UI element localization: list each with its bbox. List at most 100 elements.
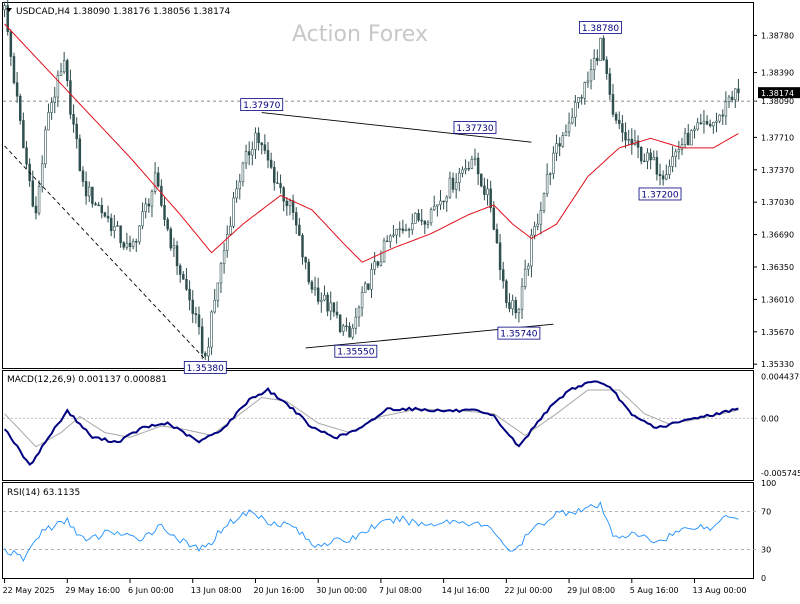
candle-body bbox=[448, 177, 452, 198]
candle-body bbox=[533, 226, 536, 236]
candle-body bbox=[385, 240, 389, 243]
candle-body bbox=[705, 121, 709, 125]
price-annotation-box bbox=[497, 326, 541, 340]
candle-body bbox=[178, 265, 182, 275]
candle-body bbox=[442, 200, 445, 203]
macd-title: MACD(12,26,9) 0.001137 0.000881 bbox=[7, 375, 167, 385]
candle-body bbox=[489, 188, 492, 209]
candle-body bbox=[480, 173, 483, 187]
candle-body bbox=[185, 278, 188, 290]
candle-body bbox=[687, 132, 690, 146]
candle-body bbox=[282, 187, 285, 202]
price-y-tick-label: 1.36690 bbox=[761, 231, 794, 240]
candle-body bbox=[432, 205, 436, 210]
rsi-y-tick-label: 0 bbox=[761, 574, 766, 583]
candle-body bbox=[6, 5, 9, 32]
candle-body bbox=[436, 204, 439, 207]
candle-body bbox=[276, 182, 279, 184]
candle-body bbox=[191, 299, 194, 314]
candle-body bbox=[222, 250, 226, 265]
rsi-line bbox=[4, 501, 739, 563]
candle-body bbox=[182, 274, 185, 280]
trendlines bbox=[4, 112, 554, 360]
candle-body bbox=[655, 157, 659, 175]
candle-body bbox=[373, 261, 376, 270]
candle-body bbox=[326, 294, 329, 312]
candle-body bbox=[501, 269, 505, 282]
candle-body bbox=[671, 156, 674, 167]
symbol-dropdown-icon[interactable] bbox=[6, 8, 12, 12]
x-tick-label: 13 Aug 00:00 bbox=[693, 586, 747, 595]
candle-body bbox=[555, 143, 558, 154]
candle-body bbox=[323, 294, 326, 301]
candle-body bbox=[40, 163, 44, 187]
price-y-tick-label: 1.35670 bbox=[761, 328, 794, 337]
price-y-tick-label: 1.38780 bbox=[761, 31, 794, 40]
candle-body bbox=[539, 210, 543, 225]
candle-body bbox=[721, 114, 724, 117]
candle-body bbox=[213, 299, 216, 313]
candle-body bbox=[461, 169, 464, 174]
price-annotation-label: 1.35380 bbox=[187, 364, 224, 374]
rsi-title: RSI(14) 63.1135 bbox=[7, 488, 80, 498]
price-annotation-box bbox=[334, 344, 378, 358]
candle-body bbox=[251, 149, 254, 156]
candle-body bbox=[225, 233, 229, 251]
chart-symbol-header: USDCAD,H4 1.38090 1.38176 1.38056 1.3817… bbox=[16, 7, 231, 17]
candle-body bbox=[458, 172, 461, 183]
candle-body bbox=[668, 166, 671, 175]
price-y-tick-label: 1.36010 bbox=[761, 295, 794, 304]
rsi-grid bbox=[3, 511, 757, 550]
candle-body bbox=[715, 120, 718, 123]
price-grid bbox=[3, 34, 757, 365]
candle-body bbox=[379, 261, 383, 266]
trendline bbox=[261, 112, 532, 143]
candle-body bbox=[734, 88, 737, 100]
candle-body bbox=[599, 37, 602, 61]
trendline bbox=[4, 145, 206, 360]
candle-body bbox=[495, 229, 499, 244]
candle-body bbox=[699, 122, 703, 125]
candle-body bbox=[351, 327, 354, 338]
candle-body bbox=[464, 167, 467, 171]
candle-body bbox=[596, 57, 599, 61]
candle-body bbox=[163, 205, 166, 220]
candle-body bbox=[564, 131, 568, 136]
price-annotation-box bbox=[240, 98, 284, 111]
candle-body bbox=[204, 352, 207, 357]
candle-body bbox=[313, 287, 317, 290]
current-price-box bbox=[758, 87, 800, 99]
candle-body bbox=[103, 212, 107, 217]
candle-body bbox=[605, 59, 608, 74]
candle-body bbox=[727, 96, 731, 103]
candle-body bbox=[737, 88, 740, 94]
candle-body bbox=[680, 144, 684, 150]
candle-body bbox=[517, 308, 521, 314]
candle-body bbox=[69, 80, 72, 115]
candle-body bbox=[81, 170, 85, 182]
candle-body bbox=[216, 282, 220, 301]
candle-body bbox=[150, 190, 154, 207]
price-annotation-box bbox=[638, 187, 682, 201]
candle-body bbox=[119, 225, 122, 244]
candle-body bbox=[210, 311, 213, 348]
candle-body bbox=[423, 220, 427, 225]
candle-body bbox=[113, 226, 116, 232]
candle-body bbox=[693, 128, 696, 131]
candle-body bbox=[288, 200, 292, 207]
candle-body bbox=[100, 205, 104, 214]
candle-body bbox=[426, 222, 430, 225]
price-y-tick-label: 1.35330 bbox=[761, 360, 794, 369]
candle-body bbox=[661, 175, 665, 180]
candle-body bbox=[335, 311, 339, 316]
price-annotation-label: 1.38780 bbox=[582, 24, 619, 34]
candle-body bbox=[398, 228, 401, 230]
candle-body bbox=[53, 96, 56, 103]
candle-body bbox=[639, 146, 643, 162]
candle-body bbox=[72, 114, 75, 125]
candle-body bbox=[567, 122, 571, 133]
price-y-tick-label: 1.37030 bbox=[761, 198, 794, 207]
candle-body bbox=[505, 280, 508, 303]
price-annotation-label: 1.37970 bbox=[243, 101, 280, 111]
